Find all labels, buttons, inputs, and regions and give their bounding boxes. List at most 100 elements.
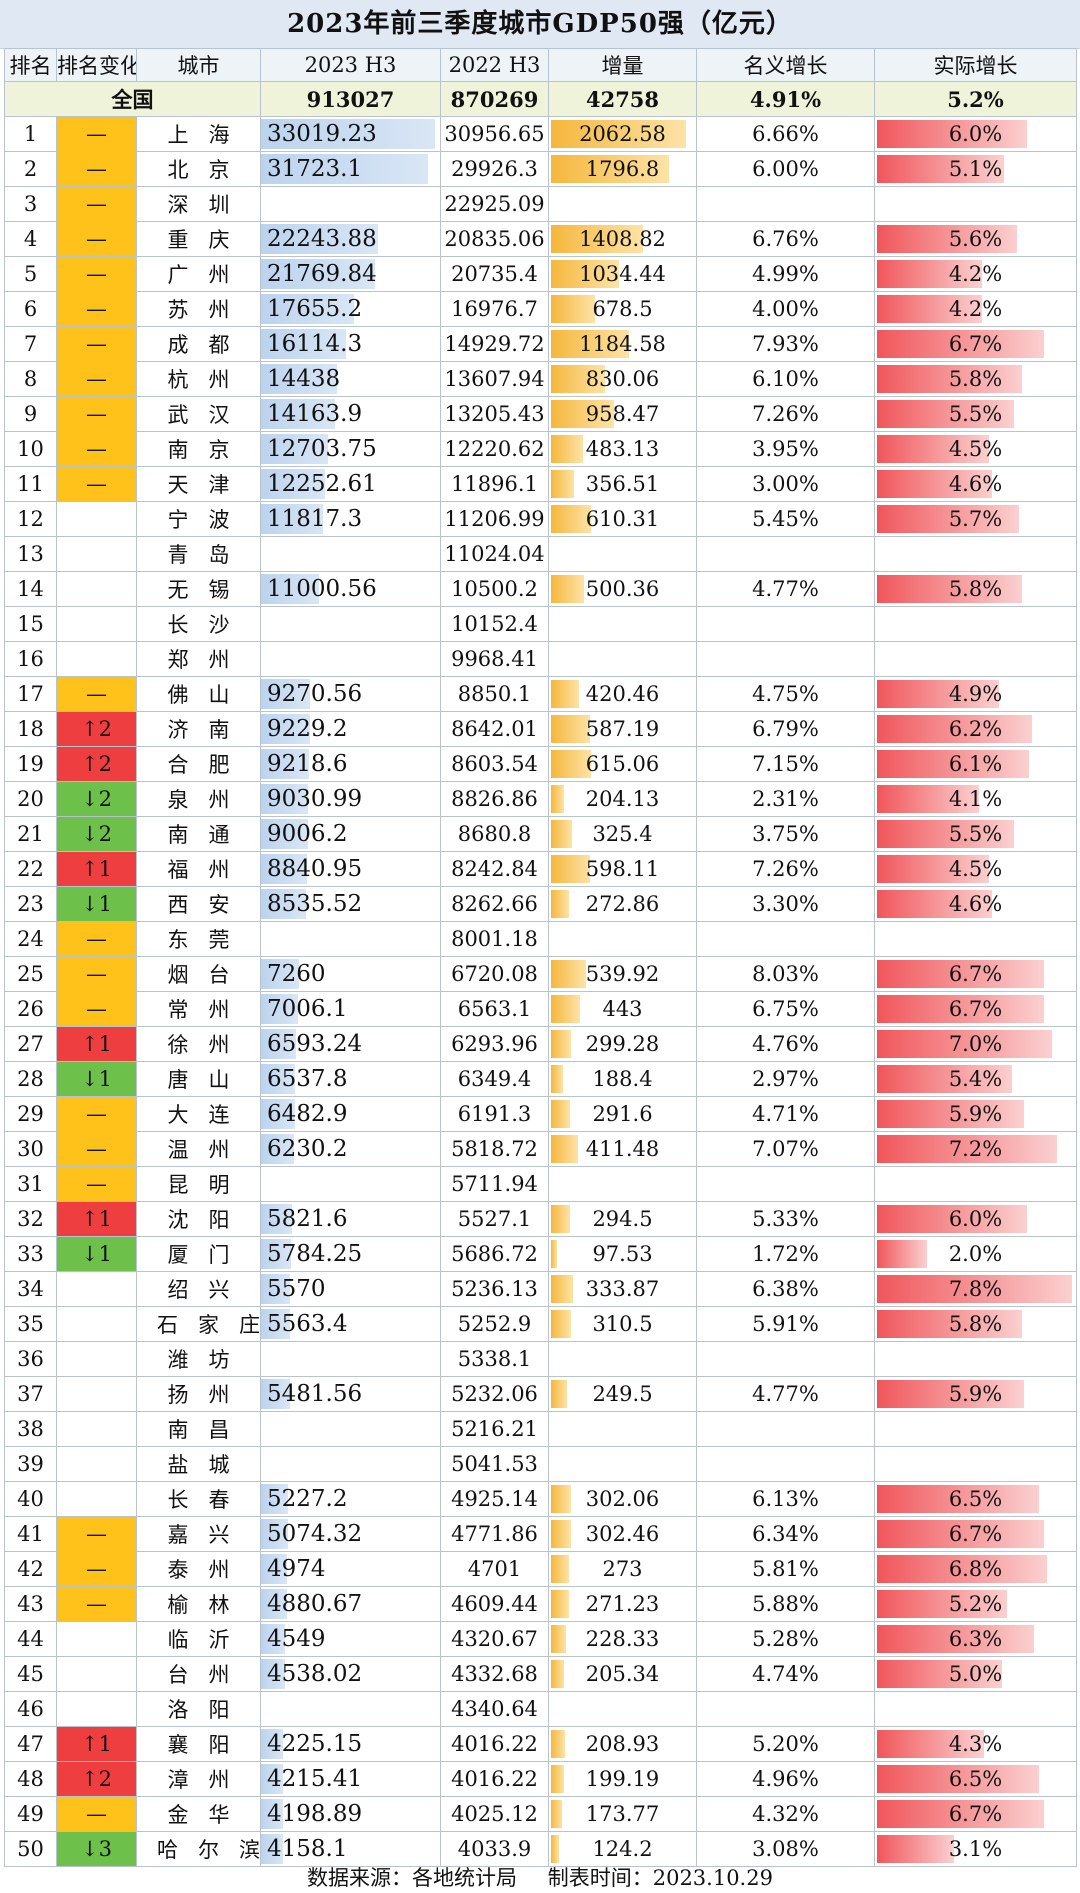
table-row: 12 宁波 11817.3 11206.99 610.31 5.45% 5.7% xyxy=(4,501,1077,537)
header-nominal-growth: 名义增长 xyxy=(696,48,875,82)
city-cell: 绍兴 xyxy=(136,1271,261,1307)
real-growth-value: 7.2% xyxy=(948,1137,1003,1161)
gdp-2023-value: 21769.84 xyxy=(267,261,377,287)
increment-cell: 1408.82 xyxy=(548,221,697,257)
gdp-2023-value: 9270.56 xyxy=(267,681,363,707)
rank-cell: 25 xyxy=(4,956,57,992)
real-growth-cell: 6.5% xyxy=(874,1761,1077,1797)
rank-cell: 31 xyxy=(4,1166,57,1202)
city-cell: 天津 xyxy=(136,466,261,502)
gdp-bar xyxy=(261,714,310,744)
increment-cell xyxy=(548,1341,697,1377)
nominal-growth-cell: 3.75% xyxy=(696,816,875,852)
rank-cell: 39 xyxy=(4,1446,57,1482)
increment-value: 958.47 xyxy=(585,402,660,426)
increment-value: 598.11 xyxy=(585,857,660,881)
gdp-2022-cell: 4771.86 xyxy=(440,1516,549,1552)
gdp-bar xyxy=(261,1799,284,1829)
gdp-2022-cell: 10500.2 xyxy=(440,571,549,607)
nominal-growth-cell xyxy=(696,536,875,572)
real-growth-cell: 7.2% xyxy=(874,1131,1077,1167)
rank-change-cell: — xyxy=(56,116,137,152)
gdp-2023-cell xyxy=(260,1411,441,1447)
increment-cell: 228.33 xyxy=(548,1621,697,1657)
real-growth-bar xyxy=(877,715,1032,743)
increment-value: 228.33 xyxy=(585,1627,660,1651)
rank-change-cell: ↓2 xyxy=(56,781,137,817)
gdp-2022-cell: 20835.06 xyxy=(440,221,549,257)
real-growth-cell: 4.6% xyxy=(874,466,1077,502)
gdp-2023-value xyxy=(262,611,268,637)
real-growth-cell xyxy=(874,1411,1077,1447)
rank-change-cell: — xyxy=(56,221,137,257)
real-growth-value: 6.3% xyxy=(948,1627,1003,1651)
real-growth-bar xyxy=(877,155,1005,183)
increment-bar xyxy=(551,1765,565,1793)
increment-bar xyxy=(551,1380,568,1408)
gdp-bar xyxy=(261,784,309,814)
increment-value: 420.46 xyxy=(585,682,660,706)
rank-change-cell xyxy=(56,606,137,642)
table-row: 44 临沂 4549 4320.67 228.33 5.28% 6.3% xyxy=(4,1621,1077,1657)
rank-change-cell: ↓3 xyxy=(56,1831,137,1867)
increment-bar xyxy=(551,120,687,148)
rank-cell: 36 xyxy=(4,1341,57,1377)
nominal-growth-cell xyxy=(696,1166,875,1202)
gdp-2022-cell: 8001.18 xyxy=(440,921,549,957)
rank-cell: 50 xyxy=(4,1831,57,1867)
nominal-growth-cell xyxy=(696,1341,875,1377)
real-growth-bar xyxy=(877,1205,1027,1233)
nominal-growth-cell: 7.93% xyxy=(696,326,875,362)
real-growth-value: 4.6% xyxy=(948,892,1003,916)
increment-cell xyxy=(548,1691,697,1727)
gdp-2023-value: 4880.67 xyxy=(267,1591,363,1617)
gdp-2023-value: 5227.2 xyxy=(267,1486,348,1512)
city-cell: 洛阳 xyxy=(136,1691,261,1727)
gdp-2023-cell xyxy=(260,1166,441,1202)
rank-change-cell: ↑2 xyxy=(56,746,137,782)
rank-cell: 45 xyxy=(4,1656,57,1692)
header-gdp-2022: 2022 H3 xyxy=(440,48,549,82)
gdp-2023-cell: 14438 xyxy=(260,361,441,397)
gdp-2023-value xyxy=(262,1346,268,1372)
table-row: 25— 烟台 7260 6720.08 539.92 8.03% 6.7% xyxy=(4,956,1077,992)
rank-change-cell: — xyxy=(56,1551,137,1587)
nominal-growth-cell: 4.96% xyxy=(696,1761,875,1797)
rank-change-cell xyxy=(56,571,137,607)
real-growth-cell: 7.8% xyxy=(874,1271,1077,1307)
increment-bar xyxy=(551,1485,571,1513)
table-row: 6— 苏州 17655.2 16976.7 678.5 4.00% 4.2% xyxy=(4,291,1077,327)
real-growth-cell: 5.9% xyxy=(874,1096,1077,1132)
gdp-2023-value xyxy=(262,1171,268,1197)
gdp-2022-cell: 5818.72 xyxy=(440,1131,549,1167)
increment-cell: 615.06 xyxy=(548,746,697,782)
increment-cell: 199.19 xyxy=(548,1761,697,1797)
nominal-growth-cell: 6.75% xyxy=(696,991,875,1027)
gdp-2022-cell: 8262.66 xyxy=(440,886,549,922)
real-growth-value: 4.9% xyxy=(948,682,1003,706)
gdp-2023-value: 6537.8 xyxy=(267,1066,348,1092)
gdp-2023-value: 5784.25 xyxy=(267,1241,363,1267)
gdp-2022-cell: 5686.72 xyxy=(440,1236,549,1272)
rank-change-cell: — xyxy=(56,991,137,1027)
real-growth-bar xyxy=(877,1485,1040,1513)
table-row: 39 盐城 5041.53 xyxy=(4,1446,1077,1482)
city-cell: 厦门 xyxy=(136,1236,261,1272)
real-growth-bar xyxy=(877,1240,927,1268)
gdp-2022-cell: 4701 xyxy=(440,1551,549,1587)
rank-change-cell xyxy=(56,1621,137,1657)
increment-bar xyxy=(551,680,579,708)
nominal-growth-cell: 4.32% xyxy=(696,1796,875,1832)
increment-cell: 539.92 xyxy=(548,956,697,992)
gdp-bar xyxy=(261,1764,284,1794)
real-growth-value: 7.8% xyxy=(948,1277,1003,1301)
rank-cell: 30 xyxy=(4,1131,57,1167)
table-row: 17— 佛山 9270.56 8850.1 420.46 4.75% 4.9% xyxy=(4,676,1077,712)
city-cell: 泰州 xyxy=(136,1551,261,1587)
real-growth-bar xyxy=(877,1030,1052,1058)
increment-value: 356.51 xyxy=(585,472,660,496)
gdp-2023-value: 4974 xyxy=(267,1556,326,1582)
real-growth-cell: 4.5% xyxy=(874,851,1077,887)
rank-change-cell: — xyxy=(56,361,137,397)
gdp-2023-cell xyxy=(260,606,441,642)
